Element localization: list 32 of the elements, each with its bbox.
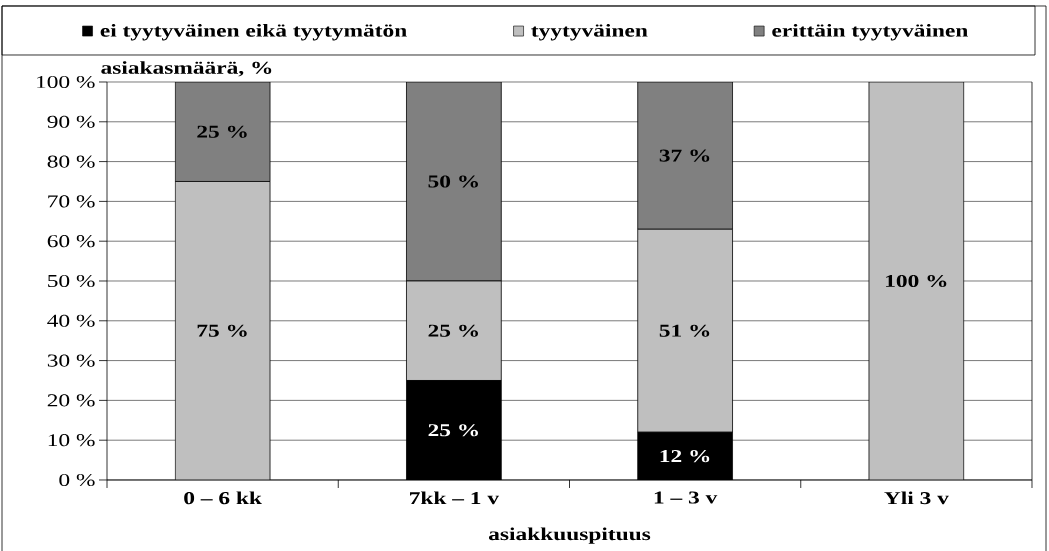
y-tick-label: 100 % [37, 75, 95, 89]
y-tick-label: 80 % [47, 155, 95, 168]
bar [406, 81, 502, 282]
y-tick-label: 30 % [47, 354, 95, 367]
legend-label: ei tyytyväinen eikä tyytymätön [100, 24, 407, 41]
legend-label: tyytyväinen [531, 24, 648, 41]
x-tick-label: Yli 3 v [884, 491, 949, 505]
y-tick-label: 10 % [48, 434, 95, 447]
y-tick-label: 40 % [47, 314, 95, 327]
y-tick-label: 20 % [47, 394, 95, 407]
y-tick-label: 0 % [59, 473, 95, 487]
data-label: 25 % [428, 424, 478, 437]
y-axis-title: asiakasmäärä, % [101, 61, 272, 77]
legend-label: erittäin tyytyväinen [772, 24, 968, 41]
x-axis-title: asiakkuuspituus [488, 527, 651, 544]
data-label: 75 % [197, 324, 247, 337]
bar [637, 81, 733, 230]
x-tick-label: 0 – 6 kk [184, 491, 262, 505]
data-label: 25 % [428, 324, 478, 337]
data-label: 51 % [659, 324, 710, 337]
data-label: 12 % [660, 450, 710, 463]
x-tick-label: 7kk – 1 v [410, 491, 500, 505]
x-tick-label: 1 – 3 v [654, 491, 718, 504]
y-tick-label: 50 % [48, 274, 95, 288]
y-tick-label: 60 % [47, 235, 95, 248]
y-tick-label: 90 % [47, 115, 95, 128]
y-tick-label: 70 % [48, 195, 95, 208]
data-label: 37 % [659, 149, 710, 162]
data-label: 100 % [886, 274, 947, 288]
data-label: 25 % [197, 125, 247, 138]
bar [174, 81, 271, 182]
data-label: 50 % [428, 175, 478, 188]
